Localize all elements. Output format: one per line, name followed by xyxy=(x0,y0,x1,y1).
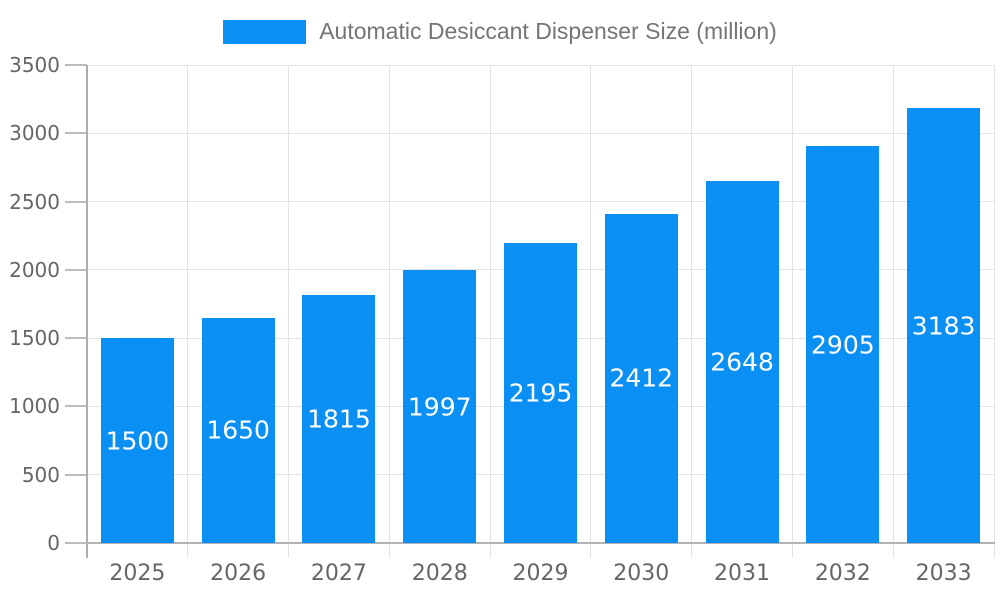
y-axis-tick-label: 3000 xyxy=(9,121,60,146)
bar-value-label: 1815 xyxy=(307,404,371,434)
v-gridline xyxy=(791,65,793,558)
y-axis-tick xyxy=(65,405,87,408)
bar-value-label: 1997 xyxy=(407,392,472,422)
h-gridline xyxy=(87,132,994,134)
x-axis-line xyxy=(86,542,995,544)
y-axis-tick xyxy=(65,268,87,271)
y-axis-line xyxy=(86,65,88,558)
bar-value-label: 1500 xyxy=(105,426,170,456)
bar-2028: 1997 xyxy=(403,270,477,543)
h-gridline xyxy=(87,201,994,203)
legend-swatch xyxy=(223,19,307,44)
bar-value-label: 1650 xyxy=(206,415,270,445)
bar-2030: 2412 xyxy=(604,213,678,543)
v-gridline xyxy=(892,65,894,558)
y-axis-tick xyxy=(65,132,87,135)
bar-value-label: 2195 xyxy=(508,378,573,408)
bar-2027: 1815 xyxy=(302,295,376,543)
chart-legend[interactable]: Automatic Desiccant Dispenser Size (mill… xyxy=(0,18,1000,44)
v-gridline xyxy=(691,65,693,558)
v-gridline xyxy=(590,65,592,558)
bar-value-label: 3183 xyxy=(911,311,976,341)
x-axis-tick-label: 2033 xyxy=(915,561,972,586)
bar-value-label: 2412 xyxy=(609,363,674,393)
y-axis-tick xyxy=(65,542,87,544)
h-gridline xyxy=(87,64,994,66)
y-axis-tick-label: 2000 xyxy=(9,257,60,282)
x-axis-tick-label: 2028 xyxy=(411,561,468,586)
y-axis-tick-label: 0 xyxy=(47,531,60,555)
x-axis-tick-label: 2031 xyxy=(714,561,771,586)
y-axis-tick xyxy=(65,200,87,203)
x-axis-tick-label: 2030 xyxy=(613,561,670,586)
y-axis-tick-label: 2500 xyxy=(9,189,60,214)
y-axis-tick-label: 1500 xyxy=(9,326,60,351)
x-axis-tick-label: 2027 xyxy=(310,561,367,586)
legend-label: Automatic Desiccant Dispenser Size (mill… xyxy=(319,18,777,44)
y-axis-tick xyxy=(65,64,87,66)
bar-2033: 3183 xyxy=(907,108,981,543)
bar-2029: 2195 xyxy=(504,243,577,543)
bar-2032: 2905 xyxy=(806,146,880,543)
v-gridline xyxy=(288,65,290,558)
y-axis-tick-label: 3500 xyxy=(9,53,60,77)
v-gridline xyxy=(187,65,189,558)
bar-2026: 1650 xyxy=(201,317,275,543)
bar-2031: 2648 xyxy=(705,181,779,543)
v-gridline xyxy=(388,65,390,558)
x-axis-tick-label: 2029 xyxy=(512,561,569,586)
bar-value-label: 2648 xyxy=(710,347,774,377)
x-axis-tick-label: 2032 xyxy=(814,561,871,586)
y-axis-tick xyxy=(65,337,87,340)
y-axis-tick-label: 500 xyxy=(21,462,60,487)
bar-2025: 1500 xyxy=(100,338,174,543)
bar-value-label: 2905 xyxy=(811,330,875,360)
v-gridline xyxy=(489,65,491,558)
x-axis-tick-label: 2026 xyxy=(210,561,267,586)
plot-area: 1500 1650 1815 1997 2195 2412 2648 2905 3183 0 50… xyxy=(9,55,995,585)
x-axis-tick-label: 2025 xyxy=(109,561,166,586)
y-axis-tick-label: 1000 xyxy=(9,394,60,419)
y-axis-tick xyxy=(65,473,87,476)
v-gridline xyxy=(993,65,995,558)
